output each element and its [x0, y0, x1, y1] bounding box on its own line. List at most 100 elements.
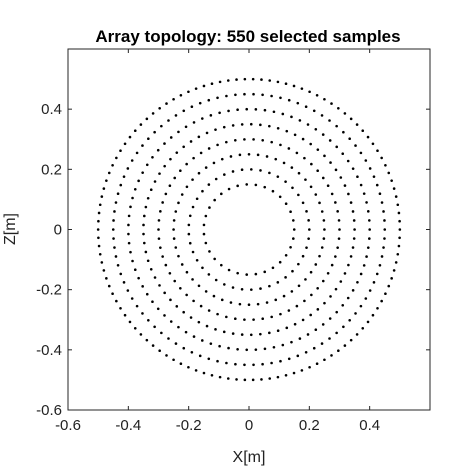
data-point: [153, 325, 156, 329]
data-point: [321, 176, 325, 180]
data-point: [276, 281, 280, 284]
data-point: [115, 299, 118, 303]
data-point: [343, 184, 347, 187]
data-point: [202, 232, 206, 236]
data-point: [236, 347, 239, 351]
data-point: [252, 318, 255, 321]
data-point: [336, 246, 339, 249]
data-point: [187, 90, 190, 94]
data-point: [292, 219, 295, 222]
data-point: [398, 219, 401, 223]
data-point: [376, 149, 379, 153]
data-point: [159, 210, 162, 213]
data-point: [307, 219, 310, 222]
data-point: [371, 313, 375, 317]
data-point: [291, 186, 294, 190]
data-point: [144, 205, 148, 209]
data-point: [179, 362, 183, 366]
data-point: [199, 151, 203, 155]
data-point: [307, 237, 310, 240]
data-point: [105, 277, 108, 280]
y-tick-label: 0: [54, 222, 62, 239]
data-point: [271, 189, 275, 193]
x-tick-label: -0.4: [115, 417, 141, 434]
data-point: [366, 210, 370, 213]
data-point: [368, 237, 371, 240]
data-point: [330, 263, 334, 267]
data-point: [268, 331, 271, 335]
data-point: [127, 232, 130, 236]
data-point: [123, 142, 127, 146]
data-point: [366, 135, 370, 139]
data-point: [362, 264, 366, 267]
data-point: [337, 237, 341, 240]
data-point: [168, 272, 172, 275]
data-point: [145, 117, 149, 121]
data-point: [254, 272, 258, 276]
data-point: [240, 287, 244, 291]
data-point: [126, 167, 130, 170]
data-point: [172, 228, 175, 231]
data-point: [378, 263, 382, 267]
data-point: [380, 201, 384, 204]
data-point: [192, 156, 195, 160]
data-point: [153, 180, 157, 183]
data-point: [359, 151, 363, 155]
data-point: [356, 281, 359, 284]
data-point: [114, 255, 118, 258]
data-point: [281, 343, 285, 347]
data-point: [245, 107, 249, 111]
data-point: [301, 254, 305, 258]
data-point: [126, 289, 130, 292]
data-point: [254, 348, 258, 351]
data-point: [113, 210, 116, 213]
data-point: [270, 361, 273, 365]
data-point: [282, 294, 286, 298]
data-point: [383, 237, 386, 240]
data-point: [330, 192, 334, 196]
data-point: [180, 193, 184, 196]
data-point: [387, 171, 391, 175]
data-point: [236, 108, 239, 112]
data-point: [335, 310, 339, 314]
data-point: [372, 175, 376, 178]
data-point: [284, 253, 288, 257]
data-point: [297, 193, 300, 197]
data-point: [301, 137, 305, 141]
data-point: [348, 137, 351, 140]
data-point: [380, 156, 383, 160]
data-point: [243, 378, 247, 382]
data-point: [346, 159, 350, 163]
data-point: [245, 273, 249, 276]
data-point: [177, 254, 180, 258]
data-point: [116, 192, 120, 196]
data-point: [365, 255, 368, 258]
data-point: [361, 326, 365, 330]
data-point: [254, 108, 258, 111]
data-point: [315, 362, 319, 366]
data-point: [218, 111, 221, 115]
data-point: [300, 369, 304, 372]
data-point: [347, 263, 350, 267]
data-point: [330, 354, 333, 357]
data-point: [157, 219, 161, 222]
data-point: [114, 201, 118, 204]
data-point: [276, 80, 280, 84]
data-point: [123, 313, 127, 317]
data-point: [305, 246, 308, 249]
y-tick-label: 0.4: [41, 101, 62, 118]
data-point: [141, 285, 144, 288]
data-point: [320, 342, 324, 345]
data-point: [276, 175, 280, 178]
data-point: [182, 346, 186, 350]
data-point: [312, 109, 316, 113]
data-point: [174, 114, 178, 117]
data-point: [334, 201, 337, 204]
data-point: [189, 316, 193, 319]
data-point: [365, 201, 368, 204]
data-point: [256, 302, 260, 306]
data-point: [112, 219, 115, 222]
data-point: [135, 304, 139, 308]
data-point: [290, 166, 294, 169]
data-point: [153, 276, 157, 279]
